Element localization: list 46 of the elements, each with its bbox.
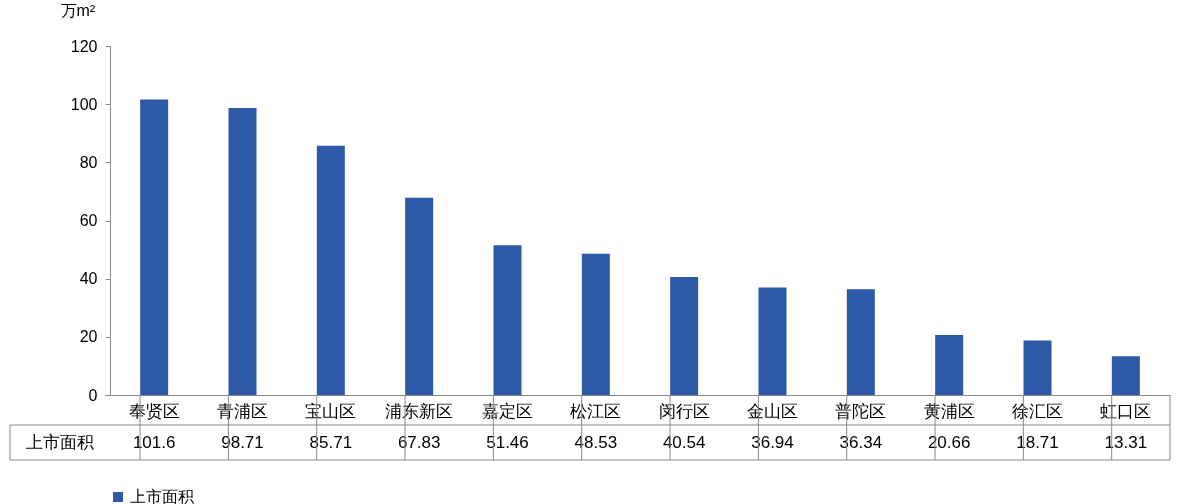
bar xyxy=(758,287,787,395)
y-tick-label: 20 xyxy=(79,328,98,346)
bar xyxy=(316,145,345,395)
data-label: 40.54 xyxy=(662,433,706,452)
bar xyxy=(670,277,699,395)
x-tick-label: 虹口区 xyxy=(1100,401,1152,421)
bar xyxy=(935,334,964,395)
x-tick-label: 宝山区 xyxy=(305,401,357,421)
data-label: 98.71 xyxy=(221,433,264,452)
y-tick-label: 120 xyxy=(70,37,98,55)
bar xyxy=(405,197,434,395)
x-tick-label: 浦东新区 xyxy=(385,401,454,421)
x-tick-label: 奉贤区 xyxy=(128,401,180,421)
bar xyxy=(581,253,610,395)
bar xyxy=(140,99,169,395)
x-tick-label: 松江区 xyxy=(570,401,622,421)
y-tick-label: 100 xyxy=(70,95,98,113)
x-tick-label: 嘉定区 xyxy=(482,401,533,421)
data-label: 85.71 xyxy=(309,433,353,452)
y-tick-label: 0 xyxy=(88,386,98,404)
data-label: 51.46 xyxy=(486,433,529,452)
legend-label: 上市面积 xyxy=(130,488,194,504)
text: 上市面积 xyxy=(26,433,94,452)
bar xyxy=(1111,356,1140,395)
x-tick-label: 闵行区 xyxy=(658,401,710,421)
x-tick-label: 金山区 xyxy=(747,401,798,421)
bar xyxy=(1023,340,1052,395)
data-label: 67.83 xyxy=(397,433,441,452)
x-tick-label: 青浦区 xyxy=(217,401,268,421)
y-axis-title: 万m² xyxy=(60,1,96,19)
x-tick-label: 徐汇区 xyxy=(1012,401,1063,421)
bar xyxy=(846,289,875,395)
y-tick-label: 40 xyxy=(79,270,98,288)
data-label: 36.94 xyxy=(751,433,794,452)
data-label: 13.31 xyxy=(1104,433,1148,452)
y-tick-label: 60 xyxy=(79,212,98,229)
data-label: 20.66 xyxy=(927,433,971,452)
y-tick-label: 80 xyxy=(79,153,98,171)
data-label: 101.6 xyxy=(132,433,176,452)
x-tick-label: 黄浦区 xyxy=(923,401,975,421)
bar xyxy=(493,245,522,395)
data-label: 48.53 xyxy=(574,433,618,452)
data-label: 36.34 xyxy=(839,433,883,452)
x-tick-label: 普陀区 xyxy=(835,401,887,421)
data-label: 18.71 xyxy=(1016,433,1059,452)
bar xyxy=(228,107,257,395)
